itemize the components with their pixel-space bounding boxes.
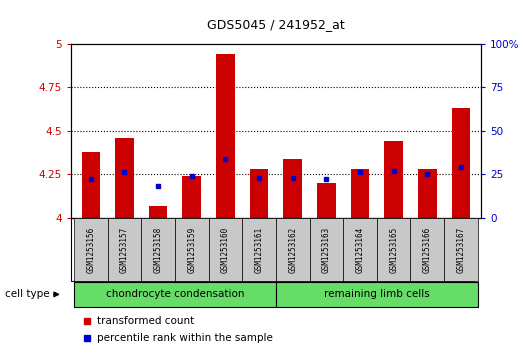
Bar [310,218,343,281]
Text: GSM1253158: GSM1253158 [154,227,163,273]
Text: GSM1253163: GSM1253163 [322,227,331,273]
Bar [242,218,276,281]
Text: GSM1253157: GSM1253157 [120,227,129,273]
Text: cell type: cell type [5,289,50,299]
Text: remaining limb cells: remaining limb cells [324,289,430,299]
Text: GSM1253161: GSM1253161 [255,227,264,273]
Bar [216,54,235,218]
Bar [149,205,167,218]
Text: GSM1253160: GSM1253160 [221,227,230,273]
Text: GSM1253162: GSM1253162 [288,227,297,273]
Bar [74,282,276,307]
Text: transformed count: transformed count [97,316,194,326]
Text: GSM1253164: GSM1253164 [356,227,365,273]
Text: GSM1253165: GSM1253165 [389,227,398,273]
Text: GDS5045 / 241952_at: GDS5045 / 241952_at [207,18,345,31]
Bar [351,169,369,218]
Text: GSM1253166: GSM1253166 [423,227,432,273]
Bar [418,169,437,218]
Text: GSM1253156: GSM1253156 [86,227,95,273]
Bar [250,169,268,218]
Bar [283,159,302,218]
Bar [276,218,310,281]
Bar [82,152,100,218]
Bar [74,218,108,281]
Bar [115,138,134,218]
Bar [276,282,478,307]
Bar [377,218,411,281]
Bar [108,218,141,281]
Bar [175,218,209,281]
Bar [444,218,478,281]
Bar [343,218,377,281]
Bar [183,176,201,218]
Text: GSM1253159: GSM1253159 [187,227,196,273]
Text: chondrocyte condensation: chondrocyte condensation [106,289,244,299]
Bar [411,218,444,281]
Bar [384,141,403,218]
Text: GSM1253167: GSM1253167 [457,227,465,273]
Text: percentile rank within the sample: percentile rank within the sample [97,333,272,343]
Bar [317,183,336,218]
Bar [141,218,175,281]
Bar [452,108,470,218]
Bar [209,218,242,281]
